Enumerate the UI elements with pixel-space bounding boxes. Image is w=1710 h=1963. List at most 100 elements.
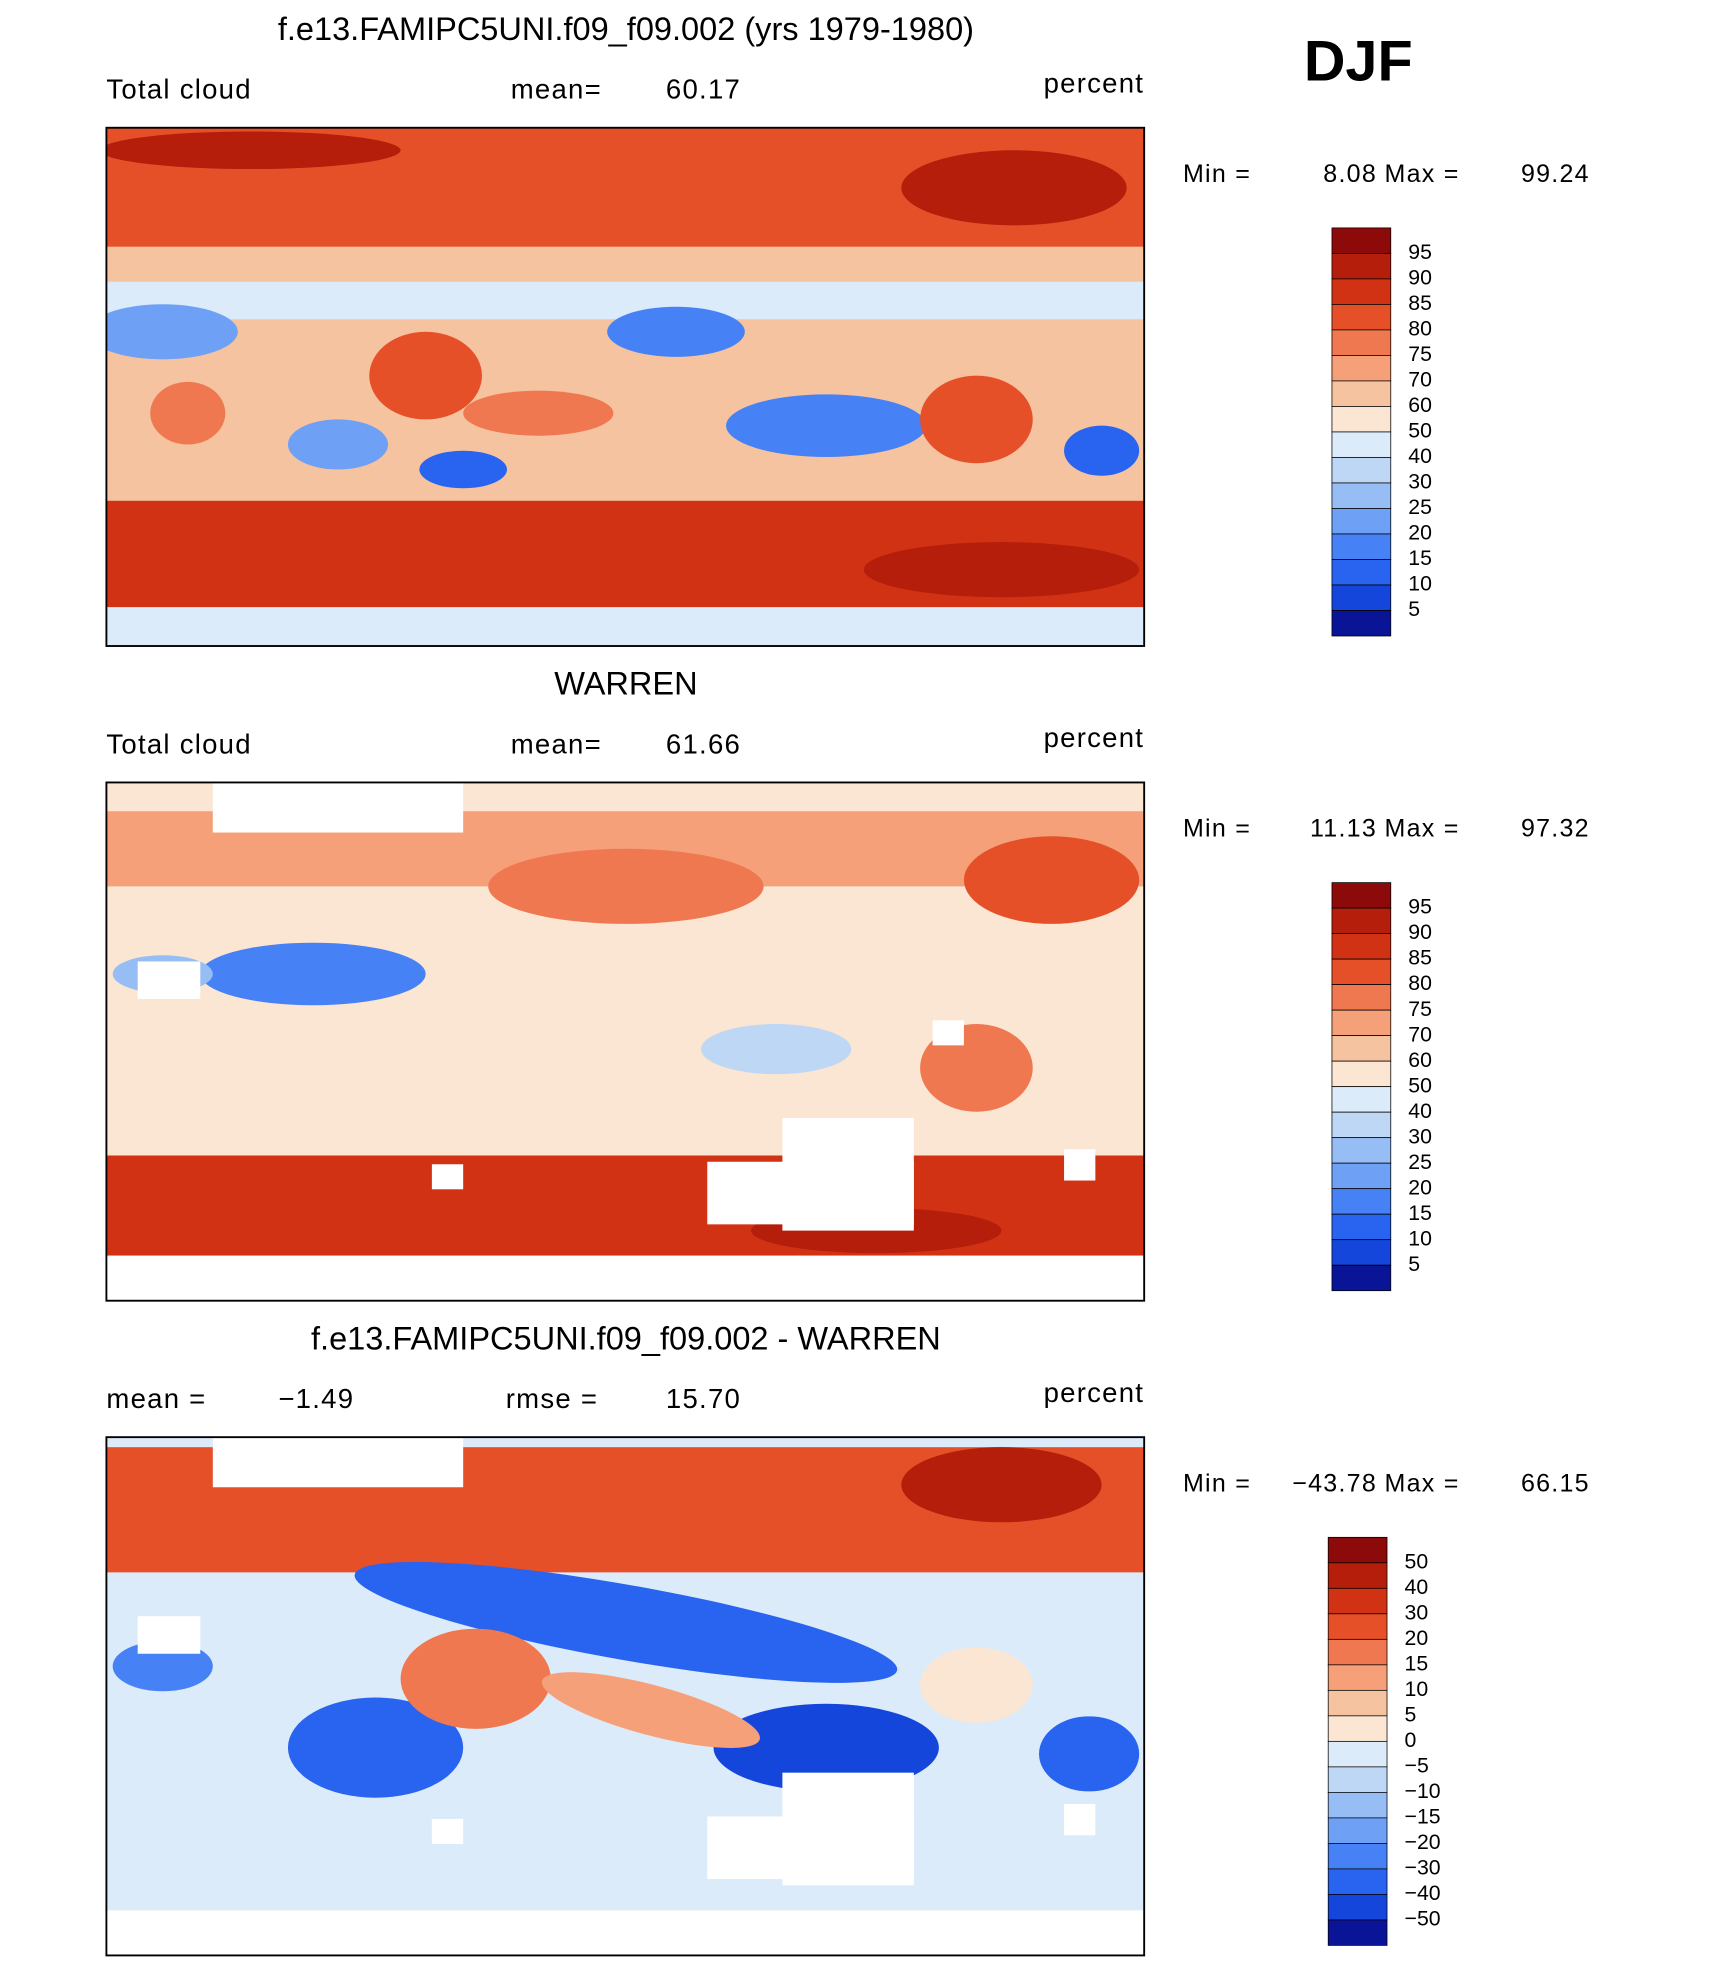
map-shading [863, 542, 1140, 598]
panel: f.e13.FAMIPC5UNI.f09_f09.002 (yrs 1979-1… [105, 11, 1589, 647]
colorbar-label: 70 [1408, 1022, 1432, 1046]
map-shading [920, 1024, 1033, 1112]
colorbar-box [1331, 406, 1392, 433]
map [106, 782, 1145, 1301]
colorbar-box [1327, 1613, 1388, 1640]
colorbar-box [1331, 1213, 1392, 1241]
max-label: Max = [1385, 815, 1460, 843]
min-label: Min = [1183, 815, 1251, 843]
stat-label: rmse = [506, 1383, 598, 1414]
colorbar-box [1327, 1817, 1388, 1844]
colorbar-box [1331, 278, 1392, 305]
map [106, 127, 1145, 647]
colorbar-label: 15 [1408, 546, 1432, 570]
colorbar-box [1327, 1791, 1388, 1819]
colorbar-label: 20 [1408, 521, 1432, 545]
colorbar-box [1331, 482, 1392, 509]
colorbar-box [1331, 882, 1392, 909]
panel: WARREN Total cloud mean= 61.66 percent Min = 1… [105, 666, 1590, 1302]
colorbar-label: 70 [1408, 368, 1432, 392]
map-shading [287, 1697, 464, 1798]
map-shading [212, 1437, 464, 1488]
map-frame [105, 781, 1146, 1302]
left-value: −1.49 [278, 1383, 354, 1414]
colorbar-box [1327, 1868, 1388, 1895]
max-value: 97.32 [1521, 815, 1590, 843]
colorbar-label: 50 [1408, 419, 1432, 443]
map-shading [400, 1628, 551, 1729]
map-shading [150, 381, 226, 445]
colorbar-label: 80 [1408, 971, 1432, 995]
left-label: Total cloud [106, 74, 251, 105]
map-shading [1064, 1803, 1096, 1836]
stat-value: 60.17 [666, 74, 741, 105]
colorbar-label: 90 [1408, 920, 1432, 944]
colorbar-box [1327, 1766, 1388, 1793]
colorbar-label: 50 [1408, 1073, 1432, 1097]
map-shading [431, 1164, 464, 1190]
map-shading [701, 1024, 852, 1075]
map-shading [726, 394, 927, 457]
colorbar-label: 15 [1405, 1651, 1429, 1675]
colorbar-box [1327, 1843, 1388, 1870]
colorbar-label: −30 [1405, 1856, 1441, 1880]
map-shading [369, 331, 482, 420]
colorbar-box [1331, 1188, 1392, 1215]
colorbar-box [1327, 1638, 1388, 1666]
map-shading [963, 836, 1140, 924]
colorbar-box [1331, 1111, 1392, 1139]
max-value: 66.15 [1521, 1469, 1590, 1497]
colorbar-box [1331, 355, 1392, 382]
min-label: Min = [1183, 1469, 1251, 1497]
min-value: −43.78 [1292, 1469, 1377, 1497]
units: percent [1044, 67, 1145, 98]
colorbar-box [1331, 329, 1392, 356]
colorbar-label: 40 [1408, 444, 1432, 468]
map-shading [782, 1772, 914, 1886]
colorbar-box [1331, 1239, 1392, 1266]
colorbar-label: 50 [1405, 1549, 1429, 1573]
colorbar-label: 80 [1408, 317, 1432, 341]
colorbar-box [1331, 933, 1392, 960]
map-shading [1064, 1149, 1096, 1181]
colorbar-label: 40 [1408, 1099, 1432, 1123]
units: percent [1044, 1377, 1145, 1408]
map-shading [200, 942, 426, 1006]
map-shading [901, 1447, 1102, 1523]
colorbar-box [1331, 1060, 1392, 1088]
colorbar-label: 25 [1408, 495, 1432, 519]
map-shading [419, 450, 507, 489]
panel-title: f.e13.FAMIPC5UNI.f09_f09.002 (yrs 1979-1… [278, 11, 974, 47]
colorbar-label: −20 [1405, 1830, 1441, 1854]
colorbar-box [1331, 508, 1392, 535]
colorbar-label: 5 [1408, 1252, 1420, 1276]
colorbar-label: −15 [1405, 1805, 1441, 1829]
colorbar-label: 5 [1405, 1702, 1417, 1726]
map-shading [106, 1255, 1145, 1301]
map-shading [287, 419, 389, 470]
colorbar-box [1331, 380, 1392, 407]
map-shading [106, 304, 238, 360]
colorbar-label: −5 [1405, 1753, 1429, 1777]
season-label: DJF [1304, 29, 1413, 93]
colorbar-box [1331, 1035, 1392, 1062]
map-shading [1064, 425, 1140, 476]
map-shading [106, 1910, 1145, 1956]
colorbar-box [1331, 1264, 1392, 1292]
colorbar-label: 30 [1405, 1600, 1429, 1624]
map-shading [932, 1020, 964, 1046]
colorbar-box [1331, 304, 1392, 331]
map-shading [137, 961, 201, 1000]
colorbar-label: 75 [1408, 997, 1432, 1021]
min-label: Min = [1183, 160, 1251, 188]
map-shading [354, 1561, 898, 1683]
colorbar-box [1327, 1740, 1388, 1768]
colorbar-label: 5 [1408, 597, 1420, 621]
map-shading [920, 375, 1033, 464]
map-shading [212, 782, 464, 833]
map-shading [463, 390, 614, 436]
colorbar-label: 90 [1408, 266, 1432, 290]
colorbar-box [1331, 253, 1392, 280]
colorbar-box [1327, 1689, 1388, 1717]
